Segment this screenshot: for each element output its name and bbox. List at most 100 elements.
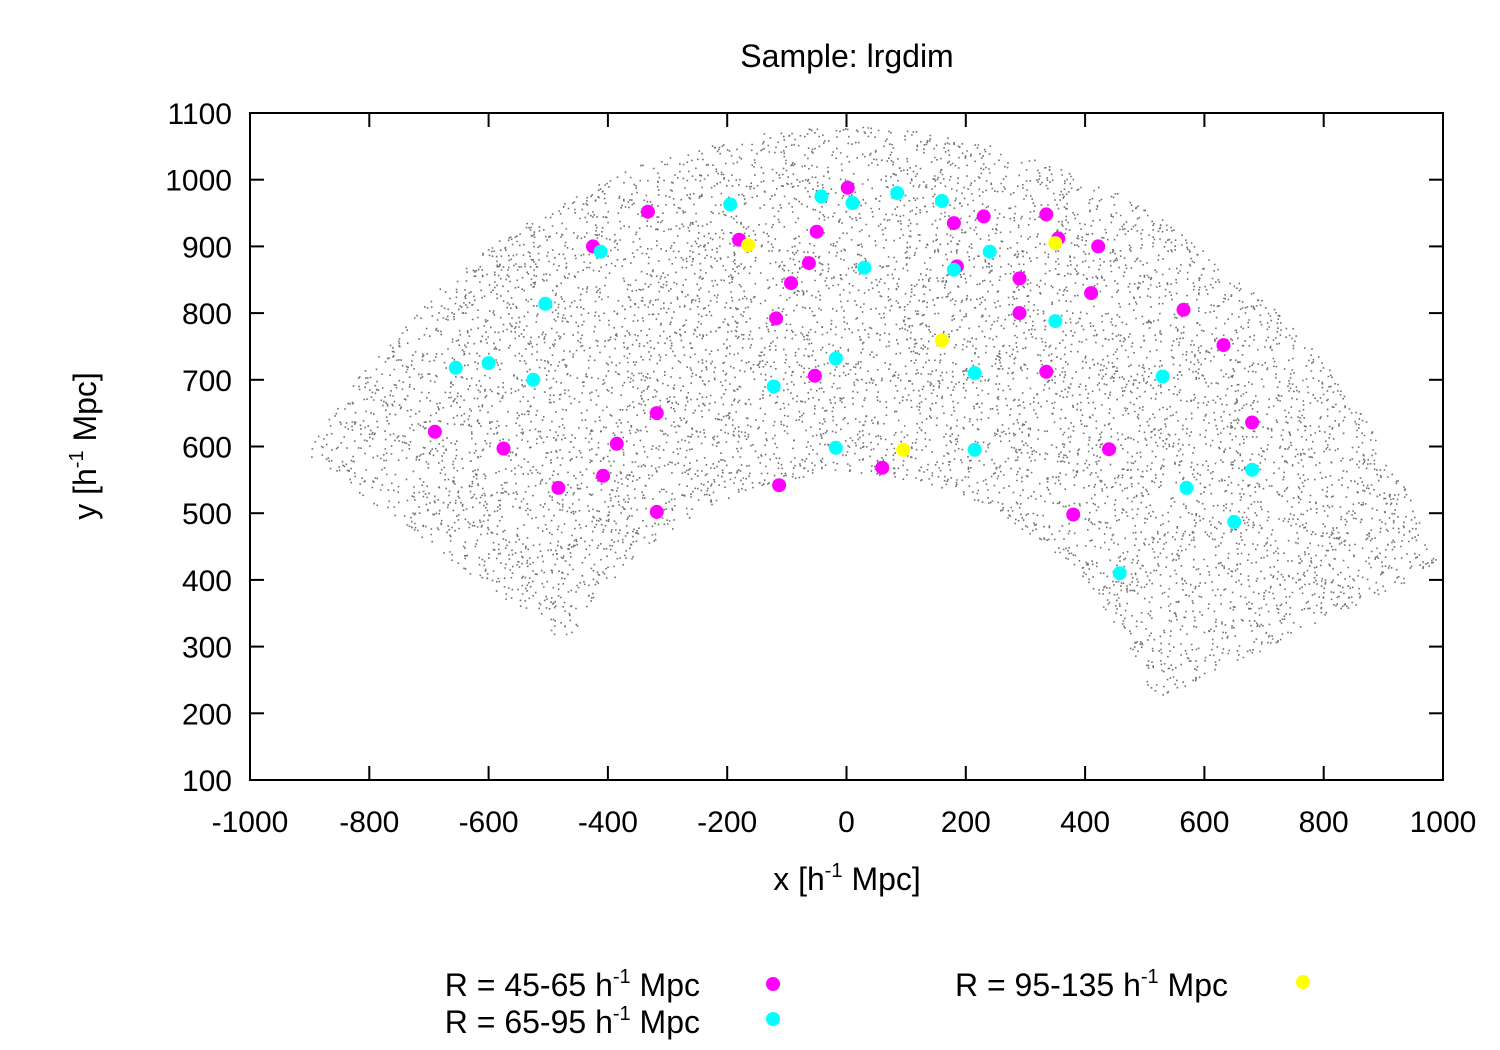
marker-series-3 — [1048, 236, 1063, 251]
legend-3-pre: R = 95-135 h — [955, 967, 1141, 1003]
y-tick-label: 1000 — [165, 165, 232, 198]
y-tick-label: 100 — [182, 765, 232, 798]
axis-ticks — [250, 113, 1443, 780]
marker-series-1 — [496, 441, 511, 456]
marker-series-1 — [875, 460, 890, 475]
legend-swatch-series-3 — [1296, 975, 1310, 989]
y-tick-label: 600 — [182, 432, 232, 465]
y-tick-label: 700 — [182, 365, 232, 398]
x-tick-label: -1000 — [212, 806, 289, 839]
legend-1-pre: R = 45-65 h — [445, 967, 613, 1003]
marker-series-1 — [1012, 271, 1027, 286]
y-tick-label: 1100 — [167, 98, 232, 131]
marker-series-1 — [809, 224, 824, 239]
marker-series-2 — [946, 262, 961, 277]
legend-2-pre: R = 65-95 h — [445, 1004, 613, 1040]
y-tick-label: 400 — [182, 565, 232, 598]
marker-series-2 — [890, 186, 905, 200]
marker-series-2 — [967, 442, 982, 457]
x-tick-label: 1000 — [1410, 806, 1477, 839]
marker-series-2 — [857, 260, 872, 275]
marker-series-2 — [1245, 462, 1260, 477]
x-tick-label: 0 — [838, 806, 855, 839]
data-markers — [427, 180, 1260, 581]
marker-series-1 — [1176, 302, 1191, 317]
legend-swatch-series-2 — [766, 1012, 780, 1026]
marker-series-1 — [649, 504, 664, 519]
marker-series-1 — [1216, 338, 1231, 353]
marker-series-1 — [1066, 507, 1081, 522]
marker-series-2 — [481, 356, 496, 371]
legend-3-post: Mpc — [1159, 967, 1228, 1003]
marker-series-2 — [1048, 314, 1063, 329]
marker-series-2 — [845, 196, 860, 210]
x-tick-label: -800 — [339, 806, 399, 839]
x-axis-label: x [h-1 Mpc] — [773, 860, 921, 897]
legend-2-sup: -1 — [613, 1003, 631, 1025]
x-axis-label-pre: x [h — [773, 861, 825, 897]
marker-series-2 — [538, 296, 553, 311]
y-tick-label: 200 — [182, 698, 232, 731]
marker-series-1 — [551, 480, 566, 495]
marker-series-3 — [896, 442, 911, 457]
marker-series-2 — [814, 189, 829, 204]
marker-series-2 — [526, 372, 541, 387]
marker-series-1 — [1039, 207, 1054, 222]
legend-3-sup: -1 — [1141, 966, 1159, 988]
marker-series-1 — [976, 209, 991, 224]
marker-series-1 — [1012, 306, 1027, 321]
y-tick-label: 500 — [182, 498, 232, 531]
x-tick-label: -200 — [697, 806, 757, 839]
x-axis-label-sup: -1 — [825, 860, 843, 882]
marker-series-2 — [766, 379, 781, 394]
marker-series-1 — [1091, 239, 1106, 254]
marker-series-1 — [1039, 364, 1054, 379]
y-axis-label-post: Mpc] — [67, 372, 103, 450]
marker-series-2 — [1227, 514, 1242, 529]
x-tick-labels: -1000 -800 -600 -400 -200 0 200 400 600 800 1000 — [212, 806, 1477, 839]
marker-series-2 — [723, 197, 738, 212]
marker-series-2 — [982, 244, 997, 259]
legend-2-post: Mpc — [631, 1004, 700, 1040]
marker-series-1 — [649, 406, 664, 421]
marker-series-1 — [840, 180, 855, 195]
marker-series-2 — [1155, 369, 1170, 384]
marker-series-2 — [828, 440, 843, 455]
y-axis-label-sup: -1 — [66, 450, 88, 468]
marker-series-1 — [1084, 286, 1099, 301]
marker-series-1 — [772, 478, 787, 493]
y-tick-label: 800 — [182, 298, 232, 331]
x-tick-label: 600 — [1179, 806, 1229, 839]
marker-series-1 — [640, 204, 655, 219]
x-axis-label-post: Mpc] — [843, 861, 921, 897]
legend: R = 45-65 h-1 Mpc R = 65-95 h-1 Mpc R = … — [445, 966, 1310, 1040]
marker-series-1 — [769, 311, 784, 326]
marker-series-1 — [1102, 442, 1116, 457]
marker-series-2 — [828, 351, 843, 366]
x-tick-label: -600 — [459, 806, 519, 839]
x-tick-label: 400 — [1060, 806, 1110, 839]
y-tick-labels: 100 200 300 400 500 600 700 800 900 1000 1100 — [165, 98, 232, 798]
marker-series-2 — [1112, 566, 1127, 581]
marker-series-2 — [1179, 480, 1194, 495]
marker-series-3 — [741, 238, 756, 253]
marker-series-1 — [596, 468, 611, 483]
chart-title: Sample: lrgdim — [740, 38, 953, 74]
x-tick-label: -400 — [578, 806, 638, 839]
x-tick-label: 200 — [941, 806, 991, 839]
marker-series-1 — [807, 368, 822, 383]
y-axis-label: y [h-1 Mpc] — [66, 372, 103, 520]
y-tick-label: 300 — [182, 632, 232, 665]
legend-label-series-1: R = 45-65 h-1 Mpc — [445, 966, 700, 1003]
legend-label-series-3: R = 95-135 h-1 Mpc — [955, 966, 1228, 1003]
legend-swatch-series-1 — [766, 977, 780, 991]
marker-series-1 — [801, 256, 816, 271]
marker-series-3 — [934, 333, 949, 348]
marker-series-2 — [967, 366, 982, 381]
legend-label-series-2: R = 65-95 h-1 Mpc — [445, 1003, 700, 1040]
legend-1-sup: -1 — [613, 966, 631, 988]
legend-1-post: Mpc — [631, 967, 700, 1003]
y-axis-label-pre: y [h — [67, 468, 103, 520]
marker-series-2 — [593, 244, 608, 259]
